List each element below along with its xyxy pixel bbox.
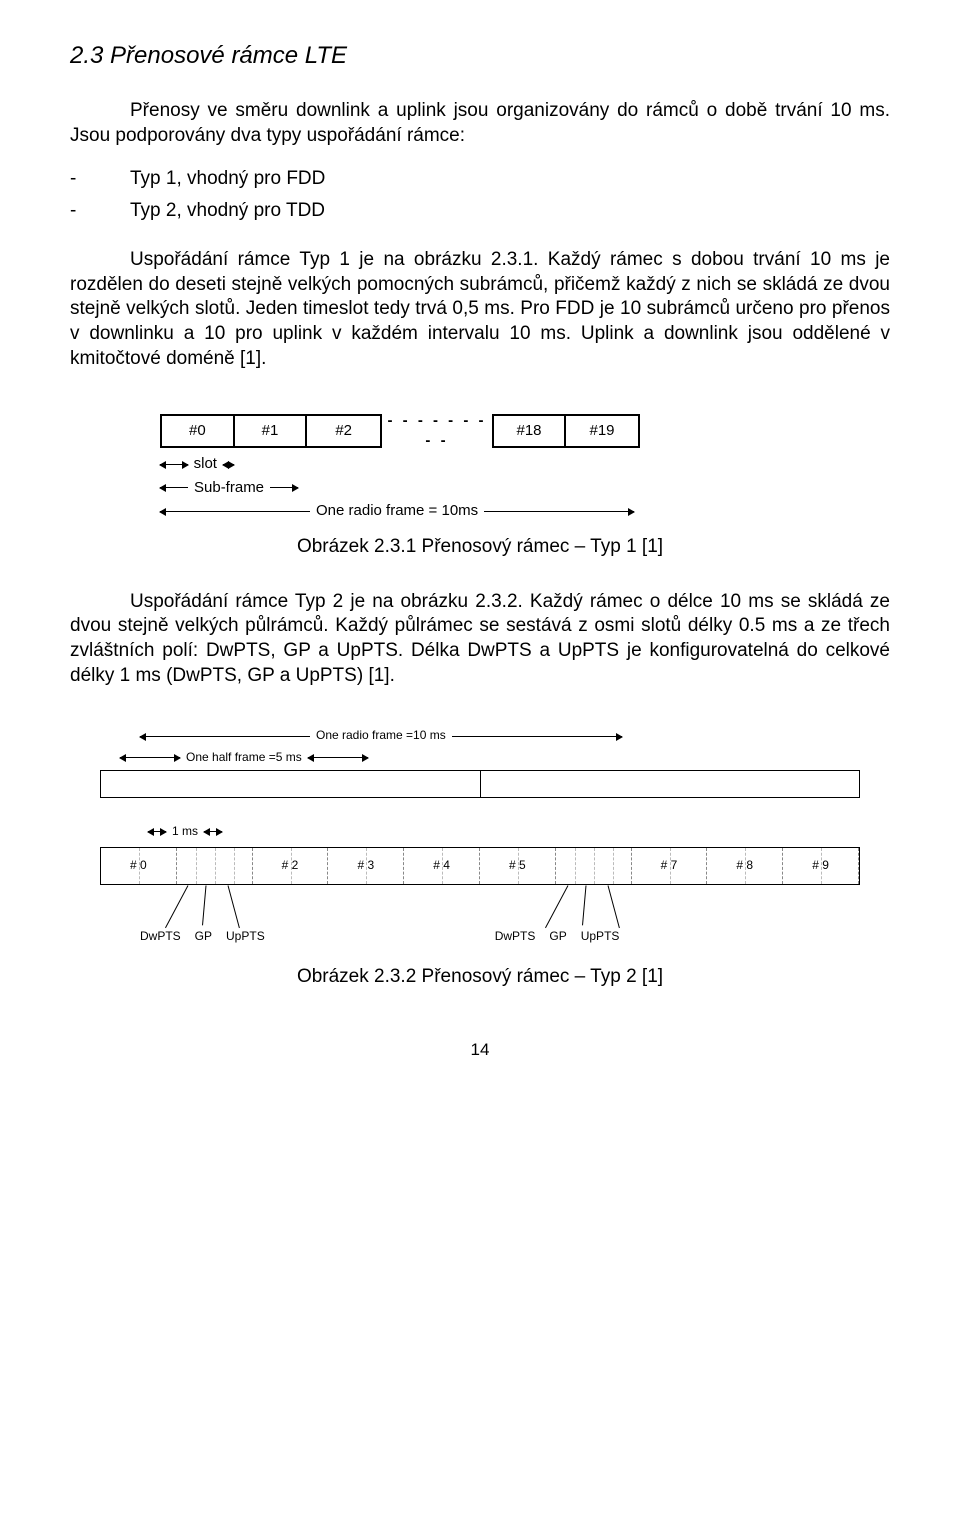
fig2-radio-label: One radio frame =10 ms [310, 728, 452, 744]
fig1-slot-18: #18 [494, 416, 566, 446]
list-item-1: - Typ 1, vhodný pro FDD [70, 167, 890, 192]
fig1-frame-label: One radio frame = 10ms [310, 501, 484, 521]
list-item-text: Typ 1, vhodný pro FDD [130, 167, 325, 192]
fig2-gp-2: GP [549, 929, 566, 945]
fig1-slot-0: #0 [162, 416, 235, 446]
figure-2: One radio frame =10 ms One half frame =5… [100, 728, 860, 944]
figure-1-caption: Obrázek 2.3.1 Přenosový rámec – Typ 1 [1… [70, 535, 890, 560]
list-item-2: - Typ 2, vhodný pro TDD [70, 199, 890, 224]
fig1-subframe-label: Sub-frame [188, 478, 270, 498]
fig1-slot-1: #1 [235, 416, 308, 446]
paragraph-2: Uspořádání rámce Typ 1 je na obrázku 2.3… [70, 248, 890, 371]
fig2-ms-label: 1 ms [166, 824, 204, 840]
section-heading: 2.3 Přenosové rámce LTE [70, 40, 890, 71]
fig2-half-frames [100, 770, 860, 798]
list-item-text: Typ 2, vhodný pro TDD [130, 199, 325, 224]
fig2-gp-1: GP [195, 929, 212, 945]
list-dash: - [70, 167, 130, 192]
fig2-uppts-2: UpPTS [581, 929, 620, 945]
fig1-slot-label: slot [188, 454, 223, 474]
figure-2-caption: Obrázek 2.3.2 Přenosový rámec – Typ 2 [1… [70, 965, 890, 990]
page-number: 14 [70, 1039, 890, 1061]
fig1-slot-2: #2 [307, 416, 380, 446]
fig1-ellipsis: - - - - - - - - - [382, 411, 492, 450]
fig2-half-label: One half frame =5 ms [180, 750, 308, 766]
paragraph-1: Přenosy ve směru downlink a uplink jsou … [70, 99, 890, 148]
paragraph-3: Uspořádání rámce Typ 2 je na obrázku 2.3… [70, 590, 890, 689]
fig2-dwpts-1: DwPTS [140, 929, 181, 945]
fig2-dwpts-2: DwPTS [495, 929, 536, 945]
list-dash: - [70, 199, 130, 224]
figure-1: #0 #1 #2 - - - - - - - - - #18 #19 slot … [160, 411, 800, 521]
fig2-uppts-1: UpPTS [226, 929, 265, 945]
fig1-slot-19: #19 [566, 416, 638, 446]
fig2-slot-row: # 0 # 2 # 3 # 4 # 5 # 7 # 8 # 9 [100, 847, 860, 885]
